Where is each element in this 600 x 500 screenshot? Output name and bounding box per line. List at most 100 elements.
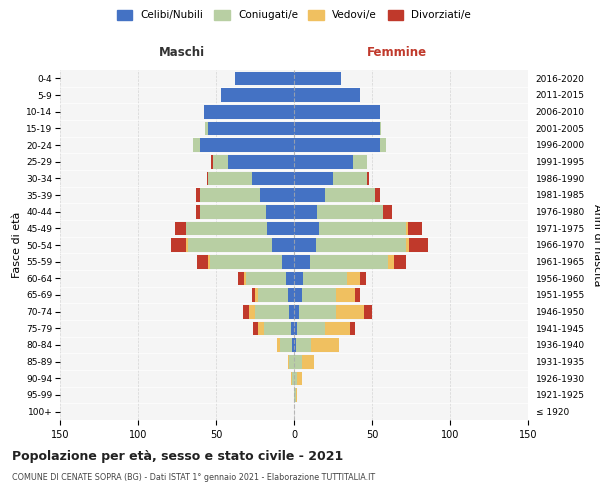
Bar xyxy=(297,372,302,385)
Bar xyxy=(281,255,294,268)
Bar xyxy=(294,205,317,218)
Bar xyxy=(336,288,355,302)
Bar xyxy=(255,288,258,302)
Bar xyxy=(294,322,297,335)
Bar xyxy=(304,272,347,285)
Bar xyxy=(277,338,280,352)
Bar xyxy=(294,88,359,102)
Bar xyxy=(350,322,355,335)
Bar xyxy=(294,305,299,318)
Bar xyxy=(242,305,249,318)
Bar xyxy=(294,372,297,385)
Bar xyxy=(294,222,319,235)
Bar xyxy=(187,238,188,252)
Bar xyxy=(280,338,292,352)
Bar xyxy=(266,205,294,218)
Bar xyxy=(388,255,394,268)
Bar xyxy=(252,288,255,302)
Text: Femmine: Femmine xyxy=(367,46,427,60)
Bar xyxy=(294,272,304,285)
Bar xyxy=(196,188,200,202)
Bar xyxy=(347,272,359,285)
Bar xyxy=(294,238,316,252)
Bar xyxy=(258,288,288,302)
Bar xyxy=(296,338,311,352)
Bar xyxy=(235,72,294,85)
Bar xyxy=(319,222,406,235)
Bar xyxy=(375,188,380,202)
Text: Maschi: Maschi xyxy=(158,46,205,60)
Y-axis label: Anni di nascita: Anni di nascita xyxy=(592,204,600,286)
Bar xyxy=(380,122,382,135)
Bar xyxy=(294,388,296,402)
Bar xyxy=(200,188,260,202)
Bar xyxy=(197,255,208,268)
Bar xyxy=(294,188,325,202)
Bar xyxy=(253,322,258,335)
Bar xyxy=(288,355,289,368)
Bar xyxy=(355,288,359,302)
Bar xyxy=(244,272,245,285)
Bar xyxy=(289,305,294,318)
Bar xyxy=(206,172,208,185)
Bar xyxy=(292,372,294,385)
Bar xyxy=(294,155,353,168)
Bar xyxy=(175,222,187,235)
Bar xyxy=(208,122,294,135)
Bar xyxy=(311,338,339,352)
Bar xyxy=(310,255,388,268)
Bar xyxy=(272,238,294,252)
Bar xyxy=(171,238,187,252)
Bar xyxy=(249,305,255,318)
Legend: Celibi/Nubili, Coniugati/e, Vedovi/e, Divorziati/e: Celibi/Nubili, Coniugati/e, Vedovi/e, Di… xyxy=(117,10,471,20)
Bar xyxy=(359,272,366,285)
Bar xyxy=(408,222,422,235)
Bar xyxy=(367,172,369,185)
Bar xyxy=(213,155,229,168)
Bar xyxy=(268,222,294,235)
Bar xyxy=(200,138,294,152)
Bar xyxy=(292,338,294,352)
Bar xyxy=(406,238,409,252)
Bar xyxy=(409,238,428,252)
Bar xyxy=(196,205,200,218)
Bar xyxy=(299,305,336,318)
Bar xyxy=(294,105,380,118)
Bar xyxy=(294,172,333,185)
Bar xyxy=(294,338,296,352)
Bar xyxy=(406,222,408,235)
Bar xyxy=(245,272,286,285)
Bar xyxy=(208,255,210,268)
Bar xyxy=(200,205,266,218)
Bar xyxy=(265,322,291,335)
Bar xyxy=(221,88,294,102)
Bar xyxy=(316,238,406,252)
Bar xyxy=(291,322,294,335)
Text: COMUNE DI CENATE SOPRA (BG) - Dati ISTAT 1° gennaio 2021 - Elaborazione TUTTITAL: COMUNE DI CENATE SOPRA (BG) - Dati ISTAT… xyxy=(12,472,375,482)
Bar xyxy=(187,222,268,235)
Bar xyxy=(289,355,294,368)
Bar xyxy=(294,138,380,152)
Bar xyxy=(394,255,406,268)
Bar xyxy=(294,355,302,368)
Text: Popolazione per età, sesso e stato civile - 2021: Popolazione per età, sesso e stato civil… xyxy=(12,450,343,463)
Bar xyxy=(294,122,380,135)
Bar xyxy=(288,288,294,302)
Bar xyxy=(291,372,292,385)
Bar xyxy=(193,138,200,152)
Bar xyxy=(210,255,281,268)
Bar xyxy=(211,155,213,168)
Bar xyxy=(294,255,310,268)
Bar xyxy=(260,188,294,202)
Bar xyxy=(353,155,367,168)
Bar xyxy=(294,72,341,85)
Bar xyxy=(325,322,350,335)
Bar xyxy=(208,172,252,185)
Bar xyxy=(302,288,336,302)
Bar xyxy=(294,288,302,302)
Bar xyxy=(286,272,294,285)
Bar xyxy=(364,305,372,318)
Bar xyxy=(296,388,297,402)
Bar xyxy=(317,205,383,218)
Bar xyxy=(229,155,294,168)
